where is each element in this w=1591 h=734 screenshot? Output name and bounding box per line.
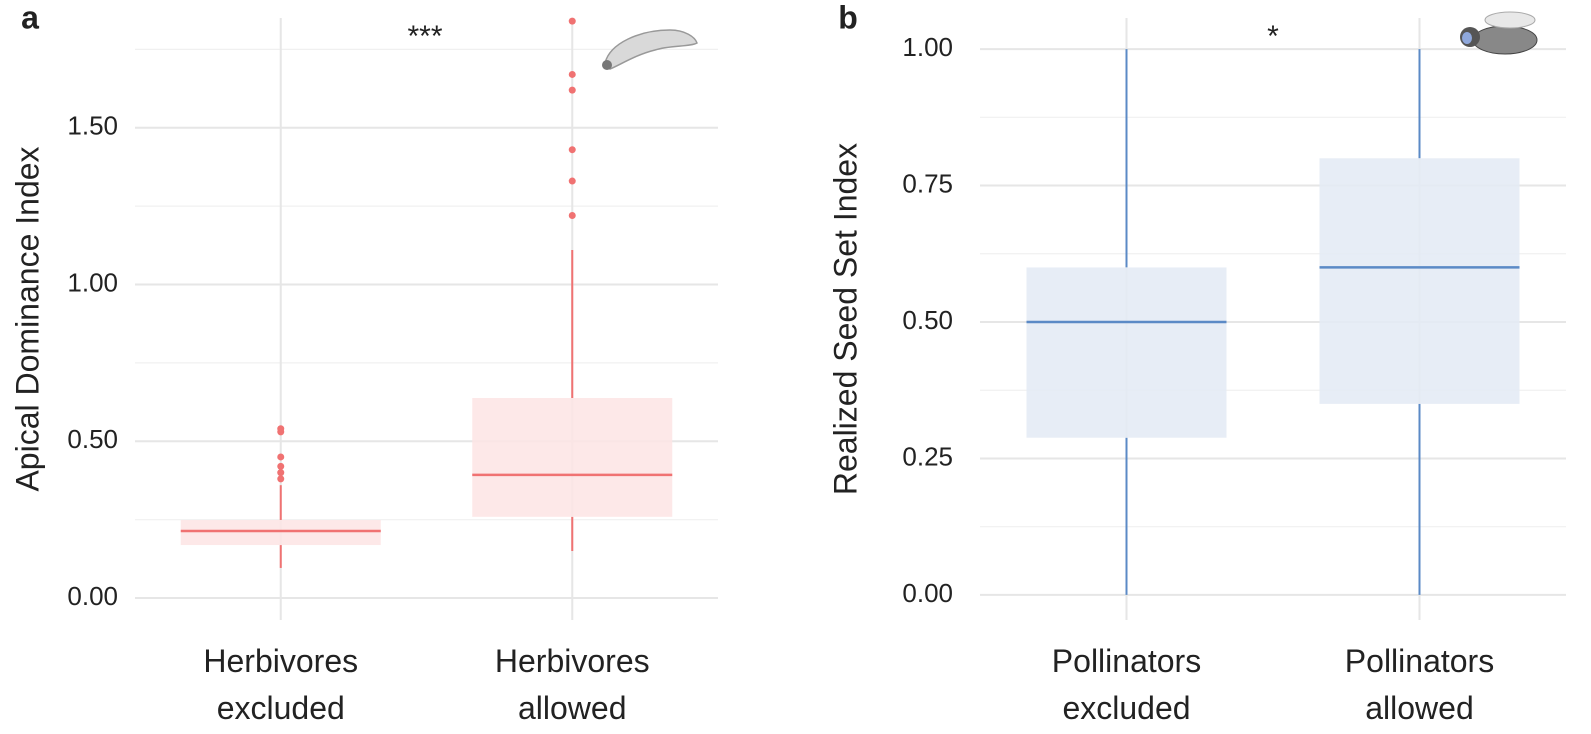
- y-tick-label: 0.75: [902, 168, 953, 198]
- x-tick-label: Herbivores excluded: [203, 643, 358, 726]
- outlier: [568, 177, 576, 185]
- box: [1319, 158, 1520, 404]
- outlier: [277, 475, 285, 483]
- y-axis-label: Apical Dominance Index: [9, 146, 45, 491]
- outlier: [277, 462, 285, 470]
- panel-label: a: [21, 0, 39, 35]
- outlier: [277, 425, 285, 433]
- outlier: [277, 453, 285, 461]
- x-tick-label: Pollinators excluded: [1052, 643, 1201, 726]
- y-tick-label: 1.00: [67, 267, 118, 297]
- annotation: *: [1267, 20, 1279, 53]
- y-tick-label: 1.00: [902, 32, 953, 62]
- box: [472, 398, 673, 517]
- bee-icon: [1460, 11, 1538, 55]
- y-tick-label: 0.50: [67, 424, 118, 454]
- box: [180, 519, 381, 546]
- y-tick-label: 0.00: [67, 581, 118, 611]
- outlier: [568, 86, 576, 94]
- outlier: [277, 469, 285, 477]
- x-tick-label: Herbivores allowed: [495, 643, 650, 726]
- y-axis-label: Realized Seed Set Index: [827, 143, 863, 495]
- larva-icon: [602, 29, 698, 70]
- y-tick-label: 1.50: [67, 111, 118, 141]
- panel-label: b: [838, 0, 858, 35]
- y-tick-label: 0.50: [902, 305, 953, 335]
- outlier: [568, 17, 576, 25]
- y-tick-label: 0.25: [902, 441, 953, 471]
- outlier: [568, 146, 576, 154]
- x-tick-label: Pollinators allowed: [1345, 643, 1494, 726]
- outlier: [568, 212, 576, 220]
- box: [1026, 267, 1227, 438]
- outlier: [568, 70, 576, 78]
- y-tick-label: 0.00: [902, 578, 953, 608]
- annotation: ***: [407, 20, 442, 53]
